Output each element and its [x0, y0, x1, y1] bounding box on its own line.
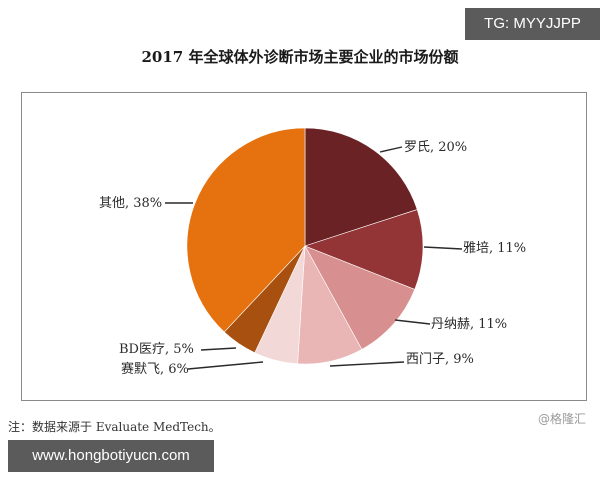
label-siemens: 西门子, 9% [406, 352, 474, 367]
credit-watermark: @格隆汇 [537, 412, 586, 426]
label-others: 其他, 38% [99, 196, 163, 211]
slice-abbott [304, 209, 424, 290]
label-danaher: 丹纳赫, 11% [431, 317, 508, 332]
label-abbott: 雅培, 11% [463, 241, 527, 256]
label-thermo-fisher: 赛默飞, 6% [121, 362, 189, 377]
tg-watermark: TG: MYYJJPP [465, 8, 600, 40]
label-roche: 罗氏, 20% [404, 140, 468, 155]
chart-title: 2017 年全球体外诊断市场主要企业的市场份额 [141, 48, 459, 66]
leader-roche [379, 146, 403, 153]
source-note: 注：数据来源于 Evaluate MedTech。 [8, 420, 221, 434]
leader-abbott [423, 246, 463, 250]
leader-danaher [394, 319, 431, 325]
leader-thermo-fisher [187, 361, 264, 370]
slice-others [186, 127, 306, 333]
slice-danaher [304, 245, 416, 350]
leader-siemens [329, 361, 405, 367]
chart-frame [21, 92, 587, 401]
url-watermark: www.hongbotiyucn.com [8, 440, 214, 472]
leader-bd [200, 347, 237, 351]
label-bd: BD医疗, 5% [119, 342, 194, 357]
slice-roche [304, 127, 418, 247]
